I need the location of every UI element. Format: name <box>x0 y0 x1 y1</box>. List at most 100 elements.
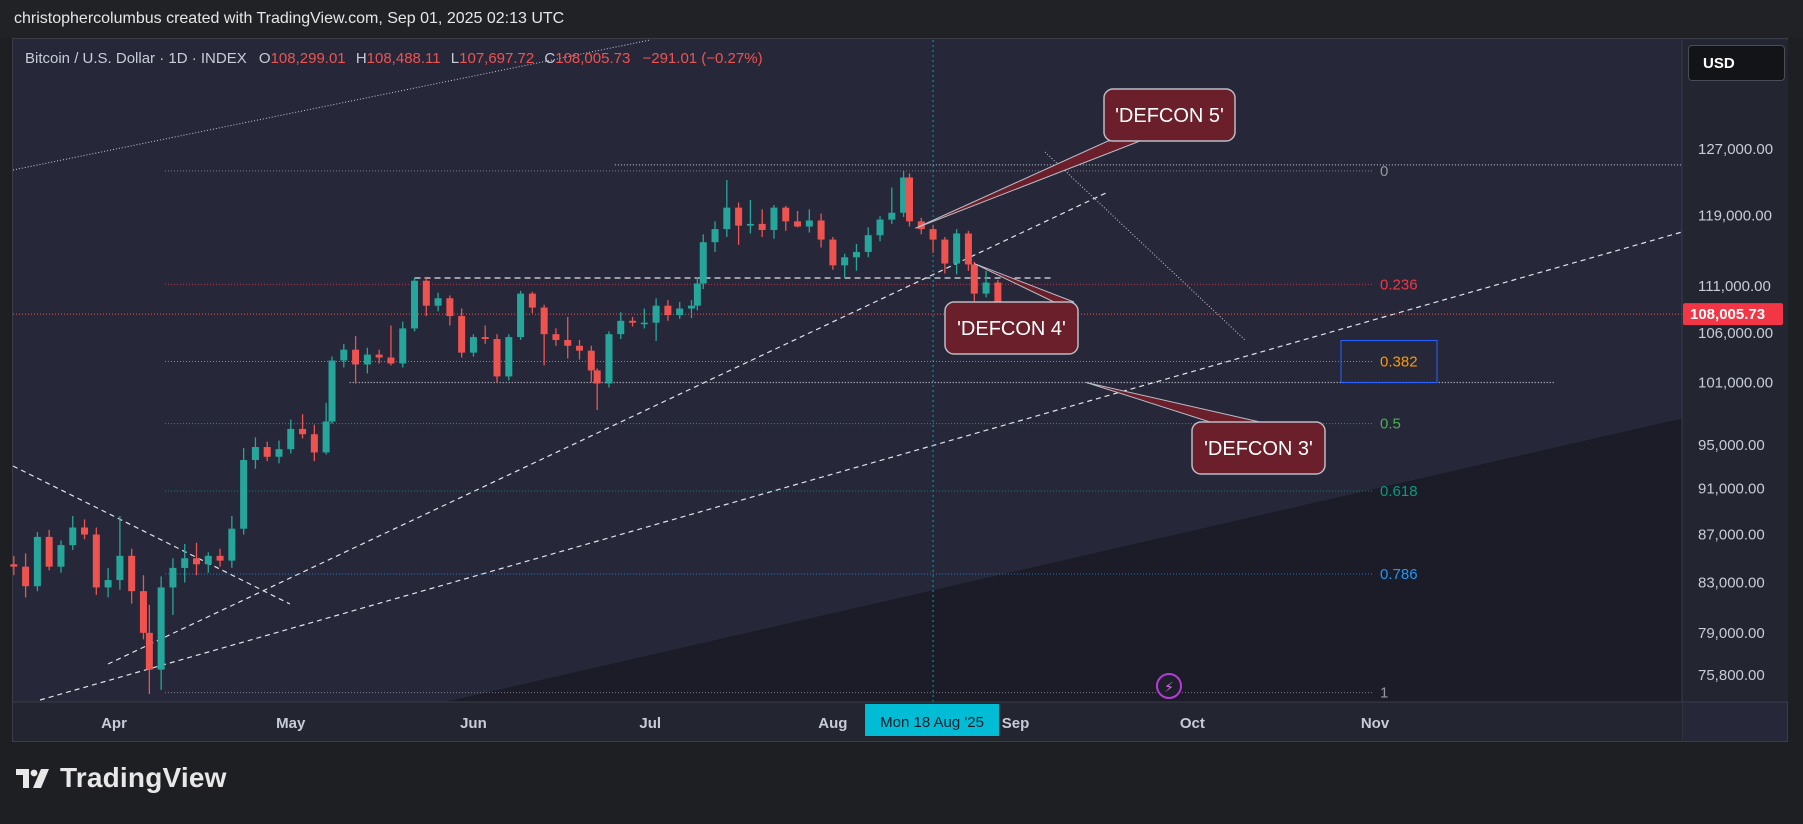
fib-label-0: 0 <box>1380 163 1388 180</box>
low-label: L <box>450 50 460 67</box>
candle-body <box>145 632 153 670</box>
candle-body <box>340 349 348 361</box>
candle-body <box>33 536 41 587</box>
callout-pointer <box>915 140 1141 229</box>
candle-body <box>852 251 860 258</box>
lower-trendline <box>39 231 1683 701</box>
candle-body <box>322 421 330 453</box>
candle-body <box>699 242 707 284</box>
fib-label-1: 1 <box>1380 685 1388 702</box>
candle-body <box>251 447 259 461</box>
candle-body <box>469 337 477 353</box>
footer <box>0 742 1803 824</box>
candle-body <box>458 316 466 353</box>
inner-trendline <box>107 191 1109 665</box>
candle-body <box>181 558 189 568</box>
last-price-tag <box>1683 303 1783 326</box>
candle-body <box>81 527 89 535</box>
candle-body <box>664 305 672 316</box>
tradingview-logo[interactable]: TradingView <box>16 762 227 794</box>
y-tick-label: 95,000.00 <box>1698 437 1765 454</box>
close-label: C <box>544 50 556 67</box>
candle-body <box>982 282 990 294</box>
y-tick-label: 91,000.00 <box>1698 481 1765 498</box>
candle-body <box>617 320 625 335</box>
x-tick-label: Nov <box>1361 715 1390 732</box>
target-box <box>1340 339 1438 383</box>
y-tick-label: 119,000.00 <box>1698 207 1772 224</box>
candle-body <box>116 555 124 581</box>
candle-body <box>228 528 236 561</box>
candle-body <box>45 536 53 567</box>
candle-body <box>240 460 248 529</box>
candle-body <box>57 545 65 567</box>
candle-body <box>994 282 1002 312</box>
open-value: 108,299.01 <box>270 50 346 67</box>
candle-body <box>587 350 595 371</box>
candle-body <box>287 428 295 450</box>
ohlc-legend: Bitcoin / U.S. Dollar · 1D · INDEX O108,… <box>25 50 763 67</box>
candle-body <box>139 591 147 633</box>
crosshair-date-label: Mon 18 Aug '25 <box>880 714 984 731</box>
candle-body <box>782 207 790 222</box>
lightning-icon: ⚡ <box>1164 680 1174 696</box>
candle-body <box>216 555 224 561</box>
candle-body <box>929 229 937 240</box>
candle-body <box>363 354 371 365</box>
price-chart[interactable]: 0 0.236 0.382 0.5 0.618 0.786 1 127,000.00 119,0… <box>0 0 1803 742</box>
callout-label: 'DEFCON 4' <box>957 318 1066 340</box>
candle-body <box>387 357 395 364</box>
candle-body <box>493 339 501 377</box>
candle-body <box>481 337 489 340</box>
candle-body <box>552 334 560 340</box>
event-icon <box>1156 673 1182 699</box>
x-tick-label: Oct <box>1180 715 1205 732</box>
y-tick-label: 75,800.00 <box>1698 667 1765 684</box>
candle-body <box>263 447 271 457</box>
y-tick-label: 127,000.00 <box>1698 141 1773 158</box>
candle-body <box>735 207 743 226</box>
candle-body <box>275 449 283 457</box>
fib-label-0.5: 0.5 <box>1380 416 1401 433</box>
y-tick-label: 79,000.00 <box>1698 625 1765 642</box>
candle-body <box>970 264 978 294</box>
last-price-label: 108,005.73 <box>1690 306 1765 323</box>
high-value: 108,488.11 <box>366 50 441 67</box>
candle-body <box>723 207 731 230</box>
candle-body <box>576 345 584 351</box>
candle-body <box>629 320 637 323</box>
candle-body <box>841 257 849 266</box>
candle-body <box>864 235 872 252</box>
candle-body <box>964 233 972 265</box>
callout-box <box>1191 421 1326 475</box>
fib-label-0.382: 0.382 <box>1380 353 1418 370</box>
symbol-title: Bitcoin / U.S. Dollar · 1D · INDEX <box>25 50 247 67</box>
candle-body <box>770 207 778 230</box>
x-tick-label: Jun <box>460 715 487 732</box>
candle-body <box>746 223 754 226</box>
y-tick-label: 111,000.00 <box>1698 278 1771 295</box>
time-axis-pane <box>13 702 1682 741</box>
candle-body <box>564 339 572 346</box>
candle-body <box>128 555 136 592</box>
candle-body <box>693 283 701 306</box>
candle-body <box>192 558 200 565</box>
descending-trendline <box>1044 151 1246 341</box>
candle-body <box>505 337 513 377</box>
change-value: −291.01 (−0.27%) <box>642 50 763 67</box>
callout-pointer <box>1086 381 1261 423</box>
tradingview-logo-icon <box>16 769 49 788</box>
candle-body <box>652 305 660 323</box>
candle-body <box>92 534 100 588</box>
y-tick-label: 101,000.00 <box>1698 374 1773 391</box>
currency-button[interactable]: USD <box>1688 45 1785 81</box>
candle-body <box>169 567 177 588</box>
tradingview-logo-text: TradingView <box>60 762 227 793</box>
x-tick-label: Aug <box>818 715 847 732</box>
candle-body <box>888 212 896 220</box>
callout-label: 'DEFCON 5' <box>1115 105 1224 127</box>
y-tick-label: 106,000.00 <box>1698 325 1773 342</box>
candle-body <box>540 307 548 335</box>
callout-label: 'DEFCON 3' <box>1204 438 1313 460</box>
crosshair-date-tag <box>865 704 1000 736</box>
